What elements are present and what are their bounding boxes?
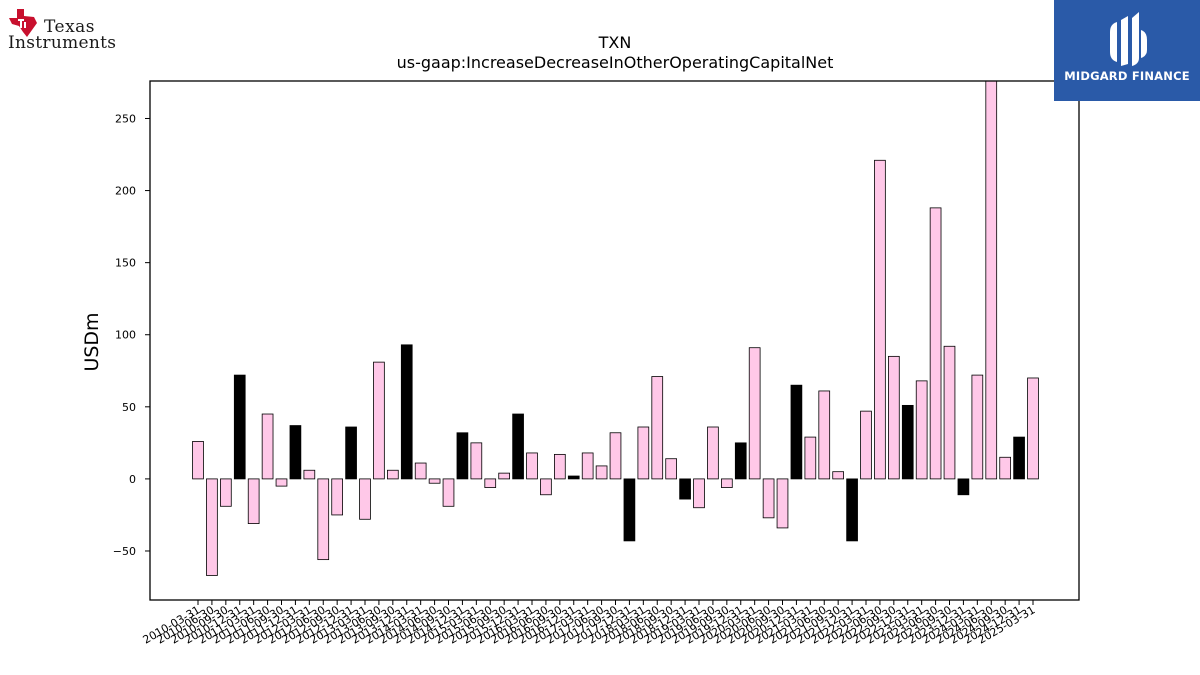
bars-group	[192, 80, 1039, 576]
bar-2022-09-30	[888, 355, 900, 480]
bar-2018-09-30	[665, 458, 677, 480]
bar-2023-09-30	[943, 345, 956, 480]
bar-2015-06-30	[484, 478, 497, 488]
bar-2018-12-31	[679, 478, 691, 500]
bar-2018-06-30	[651, 376, 664, 480]
y-tick-label: −50	[113, 545, 136, 558]
bar-2020-09-30	[776, 478, 789, 529]
bar-2020-03-31	[748, 347, 761, 480]
bar-2014-06-30	[428, 478, 441, 484]
plot-frame	[149, 80, 1080, 601]
bar-2015-03-31	[470, 442, 483, 480]
bar-2014-12-31	[456, 432, 469, 480]
bar-2016-06-30	[540, 478, 552, 496]
bar-2014-03-31	[414, 462, 427, 480]
bar-2022-06-30	[874, 159, 886, 480]
bar-2022-03-31	[860, 410, 872, 480]
y-tick-label: 100	[115, 329, 136, 342]
bar-2023-03-31	[915, 380, 928, 480]
y-tick-label: 200	[115, 185, 136, 198]
bar-2011-03-31	[247, 478, 260, 524]
bar-2024-06-30	[985, 80, 998, 480]
bar-2013-03-31	[359, 478, 371, 520]
y-tick-label: 150	[115, 257, 136, 270]
bar-2014-09-30	[442, 478, 455, 507]
bar-2017-03-31	[581, 452, 594, 480]
x-axis-ticks: 2010-03-312010-06-302010-09-302010-12-31…	[141, 600, 1038, 647]
bar-2020-06-30	[762, 478, 775, 519]
y-tick-label: 50	[122, 401, 136, 414]
bar-2015-09-30	[498, 472, 510, 480]
texas-instruments-logo: Texas Instruments	[8, 8, 138, 53]
bar-2021-09-30	[832, 471, 844, 480]
bar-2013-09-30	[387, 469, 399, 480]
bar-2012-12-31	[345, 426, 357, 480]
bar-2019-09-30	[721, 478, 733, 488]
bar-2023-12-31	[957, 478, 970, 496]
bar-2016-03-31	[526, 452, 538, 480]
y-tick-label: 0	[129, 473, 136, 486]
y-axis-ticks: −50 0 50 100 150 200 250	[113, 112, 150, 558]
chart-title: TXN	[598, 33, 632, 52]
bar-2011-12-31	[289, 425, 302, 480]
bar-2019-06-30	[707, 426, 719, 480]
bar-2011-06-30	[261, 413, 274, 480]
bar-2011-09-30	[275, 478, 288, 487]
bar-2024-09-30	[999, 456, 1011, 480]
bar-2015-12-31	[512, 413, 524, 480]
bar-2010-06-30	[206, 478, 218, 576]
bar-2017-12-31	[623, 478, 636, 542]
bar-2025-03-31	[1027, 377, 1039, 480]
bar-2019-03-31	[693, 478, 705, 509]
chart-subtitle: us-gaap:IncreaseDecreaseInOtherOperating…	[397, 53, 834, 72]
midgard-finance-logo: MIDGARD FINANCE	[1054, 0, 1200, 101]
bar-2023-06-30	[929, 207, 942, 480]
bar-2017-09-30	[609, 432, 622, 480]
bar-2012-09-30	[331, 478, 343, 516]
bar-2010-12-31	[233, 374, 246, 480]
bar-2012-03-31	[303, 469, 316, 480]
ti-logo-line2: Instruments	[8, 33, 117, 53]
bar-2019-12-31	[734, 442, 747, 480]
bar-2016-12-31	[567, 475, 580, 480]
y-axis-label: USDm	[81, 312, 103, 371]
y-tick-label: 250	[115, 112, 136, 125]
bar-2013-12-31	[400, 344, 413, 480]
ti-state-icon	[9, 9, 37, 37]
bar-2021-06-30	[818, 390, 831, 480]
bar-2024-03-31	[971, 374, 984, 480]
bar-2021-12-31	[846, 478, 858, 542]
bar-2013-06-30	[373, 361, 385, 480]
bar-2017-06-30	[595, 465, 608, 480]
bar-2024-12-31	[1013, 436, 1025, 480]
ti-logo-line1: Texas	[44, 17, 96, 37]
bar-2012-06-30	[317, 478, 330, 561]
bar-2010-09-30	[220, 478, 232, 507]
bar-2016-09-30	[554, 453, 566, 480]
bar-2018-03-31	[637, 426, 650, 480]
bar-2020-12-31	[790, 384, 803, 480]
midgard-emblem-icon	[1110, 12, 1147, 66]
bar-2010-03-31	[192, 441, 204, 480]
bar-2022-12-31	[901, 404, 914, 480]
bar-2021-03-31	[804, 436, 817, 480]
midgard-logo-text: MIDGARD FINANCE	[1064, 69, 1190, 83]
